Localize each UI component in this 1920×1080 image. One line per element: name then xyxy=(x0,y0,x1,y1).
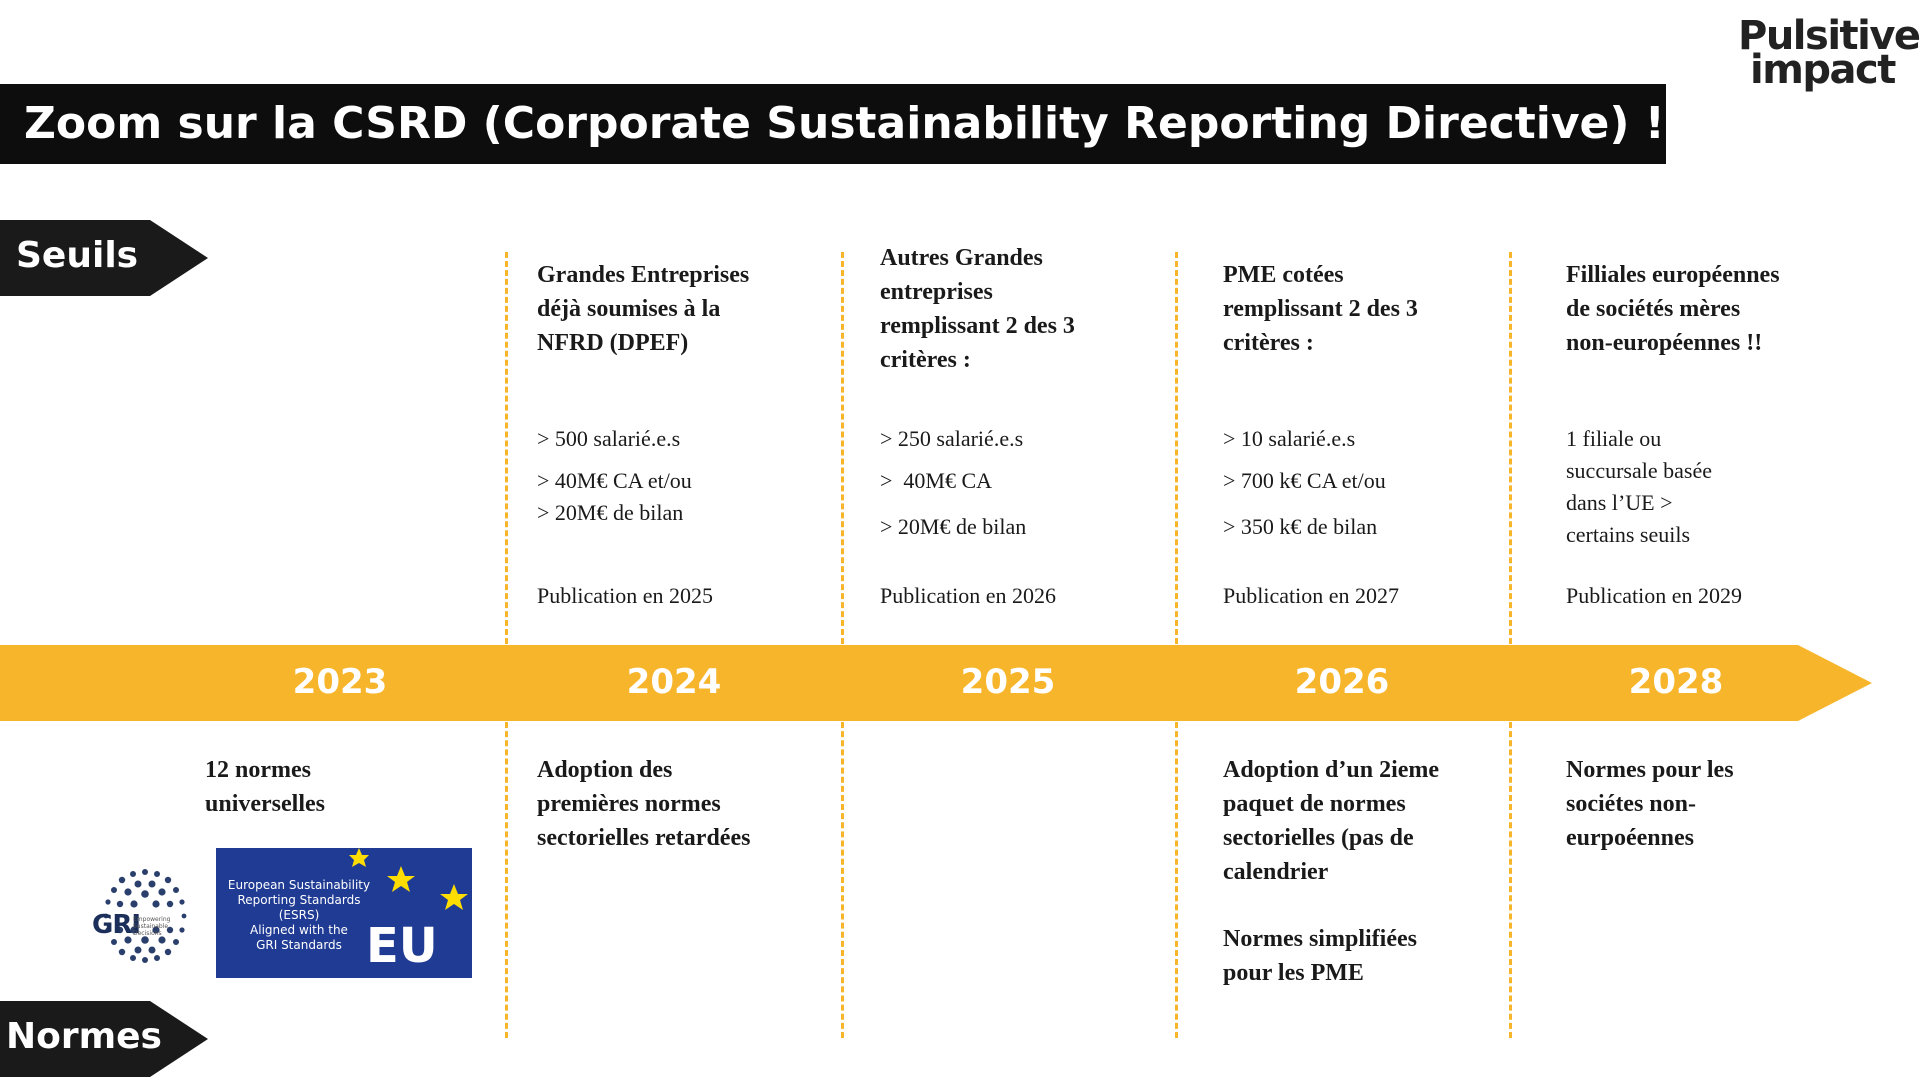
seuils-col-3-criteria-1: > 10 salarié.e.s xyxy=(1223,426,1356,451)
gri-globe-icon xyxy=(103,869,187,963)
divider-bottom-2 xyxy=(841,722,844,1038)
gri-name: GRI xyxy=(92,910,141,940)
criteria-line: 1 filiale ou xyxy=(1566,426,1662,451)
seuils-col-1-publication: Publication en 2025 xyxy=(537,583,713,608)
divider-top-1 xyxy=(505,252,508,644)
year-2026: 2026 xyxy=(1294,662,1390,702)
seuils-col-3-criteria-2: > 700 k€ CA et/ou xyxy=(1223,468,1386,493)
seuils-col-3-criteria-3: > 350 k€ de bilan xyxy=(1223,514,1378,539)
heading-line: NFRD (DPEF) xyxy=(537,330,689,356)
gri-logo: GRI Empowering Sustainable Decisions xyxy=(90,860,200,970)
standards-logos: GRI Empowering Sustainable Decisions Eur… xyxy=(90,848,475,978)
criteria-line: certains seuils xyxy=(1566,522,1691,547)
seuils-col-1-criteria-3: > 20M€ de bilan xyxy=(537,500,684,525)
logo-line-1: Pulsitive xyxy=(1738,13,1920,59)
page-title: Zoom sur la CSRD (Corporate Sustainabili… xyxy=(24,98,1665,149)
logo-line-2: impact xyxy=(1750,47,1896,93)
seuils-col-1-criteria-2: > 40M€ CA et/ou xyxy=(537,468,692,493)
seuils-tag: Seuils xyxy=(0,220,208,296)
year-2025: 2025 xyxy=(960,662,1056,702)
seuils-col-4-publication: Publication en 2029 xyxy=(1566,583,1742,608)
heading-line: critères : xyxy=(880,347,971,373)
normes-2026-adoption: Adoption d’un 2ieme paquet de normes sec… xyxy=(1223,753,1439,889)
normes-universal: 12 normes universelles xyxy=(205,753,325,821)
normes-line: Normes simplifiées xyxy=(1223,926,1417,952)
year-2024: 2024 xyxy=(626,662,722,702)
seuils-col-4-criteria: 1 filiale ou succursale basée dans l’UE … xyxy=(1566,423,1712,551)
esrs-text: European Sustainability Reporting Standa… xyxy=(224,878,374,953)
esrs-line: European Sustainability xyxy=(227,878,371,892)
heading-line: PME cotées xyxy=(1223,262,1344,288)
heading-line: Filliales européennes xyxy=(1566,262,1780,288)
gri-tagline-line: Decisions xyxy=(133,930,162,937)
esrs-line: Aligned with the xyxy=(250,923,348,937)
heading-line: Grandes Entreprises xyxy=(537,262,750,288)
seuils-col-4-heading: Filliales européennes de sociétés mères … xyxy=(1566,258,1780,360)
heading-line: déjà soumises à la xyxy=(537,296,721,322)
seuils-arrow-shape xyxy=(0,220,208,296)
normes-line: paquet de normes xyxy=(1223,791,1406,817)
heading-line: critères : xyxy=(1223,330,1314,356)
divider-top-4 xyxy=(1509,252,1512,644)
normes-2026-simplified: Normes simplifiées pour les PME xyxy=(1223,922,1417,990)
gri-tagline-line: Empowering xyxy=(133,916,171,923)
seuils-col-1-heading: Grandes Entreprises déjà soumises à la N… xyxy=(537,258,749,360)
divider-bottom-3 xyxy=(1175,722,1178,1038)
esrs-line: GRI Standards xyxy=(256,938,342,952)
heading-line: entreprises xyxy=(880,279,993,305)
normes-line: Adoption des xyxy=(537,757,673,783)
gri-tagline-line: Sustainable xyxy=(133,923,169,930)
year-2028: 2028 xyxy=(1628,662,1724,702)
title-bar: Zoom sur la CSRD (Corporate Sustainabili… xyxy=(0,84,1666,164)
heading-line: non-européennes !! xyxy=(1566,330,1763,356)
normes-line: sectorielles retardées xyxy=(537,825,751,851)
eu-stars-icon xyxy=(349,848,468,910)
seuils-label: Seuils xyxy=(16,235,139,276)
heading-line: Autres Grandes xyxy=(880,245,1043,271)
normes-tag: Normes xyxy=(0,1001,208,1077)
seuils-col-2-publication: Publication en 2026 xyxy=(880,583,1056,608)
seuils-col-3-publication: Publication en 2027 xyxy=(1223,583,1399,608)
normes-2028: Normes pour les sociétes non- eurpoéenne… xyxy=(1566,753,1734,855)
normes-line: premières normes xyxy=(537,791,721,817)
esrs-eu: EU xyxy=(366,918,438,974)
normes-line: sectorielles (pas de xyxy=(1223,825,1414,851)
normes-label: Normes xyxy=(6,1016,162,1057)
gri-tagline: Empowering Sustainable Decisions xyxy=(133,916,183,937)
normes-line: eurpoéennes xyxy=(1566,825,1694,851)
normes-2024: Adoption des premières normes sectoriell… xyxy=(537,753,750,855)
seuils-col-3-heading: PME cotées remplissant 2 des 3 critères … xyxy=(1223,258,1418,360)
pulsitive-impact-logo: Pulsitive impact xyxy=(1718,14,1920,94)
normes-line: Adoption d’un 2ieme xyxy=(1223,757,1440,783)
seuils-col-2-heading: Autres Grandes entreprises remplissant 2… xyxy=(880,241,1075,377)
heading-line: remplissant 2 des 3 xyxy=(1223,296,1418,322)
normes-line: sociétes non- xyxy=(1566,791,1696,817)
criteria-line: dans l’UE > xyxy=(1566,490,1673,515)
criteria-line: succursale basée xyxy=(1566,458,1712,483)
divider-bottom-4 xyxy=(1509,722,1512,1038)
seuils-col-2-criteria-3: > 20M€ de bilan xyxy=(880,514,1027,539)
heading-line: remplissant 2 des 3 xyxy=(880,313,1075,339)
esrs-line: Reporting Standards xyxy=(237,893,361,907)
normes-line: Normes pour les xyxy=(1566,757,1734,783)
seuils-col-1-criteria-1: > 500 salarié.e.s xyxy=(537,426,681,451)
seuils-col-2-criteria-2: > 40M€ CA xyxy=(880,468,993,493)
esrs-line: (ESRS) xyxy=(278,908,320,922)
timeline-arrow xyxy=(0,645,1872,721)
normes-line: pour les PME xyxy=(1223,960,1364,986)
heading-line: de sociétés mères xyxy=(1566,296,1741,322)
seuils-col-2-criteria-1: > 250 salarié.e.s xyxy=(880,426,1024,451)
normes-line: 12 normes xyxy=(205,757,311,783)
normes-line: calendrier xyxy=(1223,859,1329,885)
normes-line: universelles xyxy=(205,791,325,817)
esrs-logo: European Sustainability Reporting Standa… xyxy=(216,848,472,978)
divider-bottom-1 xyxy=(505,722,508,1038)
divider-top-2 xyxy=(841,252,844,644)
year-2023: 2023 xyxy=(292,662,388,702)
normes-arrow-shape xyxy=(0,1001,208,1077)
divider-top-3 xyxy=(1175,252,1178,644)
